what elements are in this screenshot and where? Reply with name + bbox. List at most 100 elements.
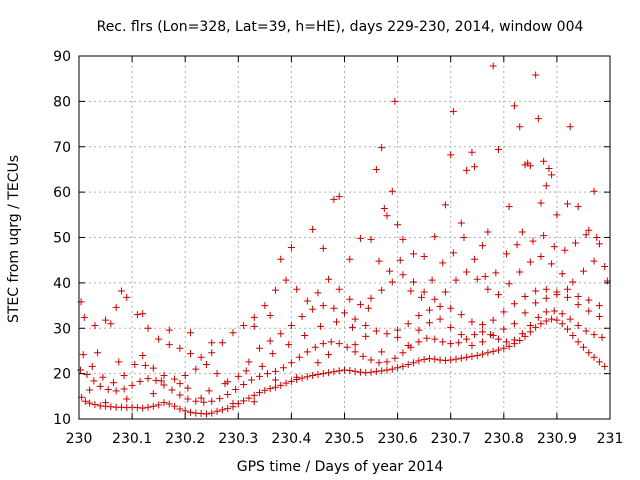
data-point <box>176 380 184 388</box>
data-point <box>264 370 272 378</box>
y-tick-label: 30 <box>53 321 71 337</box>
data-point <box>224 390 232 398</box>
data-point <box>160 381 168 389</box>
data-point <box>534 313 542 321</box>
data-point <box>595 312 603 320</box>
data-point <box>505 203 513 211</box>
data-point <box>481 273 489 281</box>
data-point <box>202 361 210 369</box>
data-point <box>532 287 540 295</box>
data-point <box>325 275 333 283</box>
x-axis-ticks: 230 230.1 230.2 230.3 230.4 230.5 230.6 230.7 23… <box>66 56 623 447</box>
data-point <box>471 163 479 171</box>
data-point <box>473 275 481 283</box>
data-point <box>303 297 311 305</box>
data-point <box>386 267 394 275</box>
data-point <box>548 171 556 179</box>
data-point <box>431 355 439 363</box>
data-point <box>303 348 311 356</box>
data-point <box>343 343 351 351</box>
data-point <box>571 239 579 247</box>
data-point <box>171 402 179 410</box>
data-point <box>184 395 192 403</box>
x-tick-label: 230.7 <box>431 431 471 447</box>
data-point <box>420 356 428 364</box>
data-point <box>86 386 94 394</box>
data-point <box>510 320 518 328</box>
data-point <box>319 244 327 252</box>
data-point <box>245 394 253 402</box>
data-point <box>213 407 221 415</box>
data-point <box>484 228 492 236</box>
data-point <box>309 305 317 313</box>
data-point <box>457 331 465 339</box>
data-point <box>579 343 587 351</box>
data-point <box>303 373 311 381</box>
data-point <box>553 291 561 299</box>
data-point <box>404 320 412 328</box>
data-point <box>494 145 502 153</box>
data-point <box>399 362 407 370</box>
data-point <box>471 255 479 263</box>
data-point <box>558 320 566 328</box>
data-point <box>378 348 386 356</box>
data-point <box>248 376 256 384</box>
data-point <box>566 123 574 131</box>
data-point <box>375 257 383 265</box>
data-point <box>558 310 566 318</box>
data-point <box>399 349 407 357</box>
data-point <box>394 221 402 229</box>
data-point <box>99 373 107 381</box>
data-point <box>479 328 487 336</box>
x-tick-label: 230.9 <box>537 431 577 447</box>
data-point <box>81 397 89 405</box>
data-point <box>301 332 309 340</box>
data-point <box>569 332 577 340</box>
data-point <box>348 323 356 331</box>
data-point <box>256 372 264 380</box>
data-point <box>423 334 431 342</box>
data-point <box>532 299 540 307</box>
data-point <box>144 403 152 411</box>
data-point <box>585 307 593 315</box>
data-point <box>542 317 550 325</box>
data-point <box>394 364 402 372</box>
data-point <box>149 390 157 398</box>
data-point <box>202 410 210 418</box>
data-point <box>309 371 317 379</box>
y-tick-label: 40 <box>53 276 71 292</box>
y-tick-label: 60 <box>53 185 71 201</box>
data-point <box>479 338 487 346</box>
data-point <box>160 399 168 407</box>
data-point <box>513 241 521 249</box>
data-point <box>404 341 412 349</box>
data-point <box>417 293 425 301</box>
data-point <box>77 366 85 374</box>
data-point <box>468 148 476 156</box>
x-axis-label: GPS time / Days of year 2014 <box>237 459 444 475</box>
y-tick-label: 50 <box>53 231 71 247</box>
data-point <box>394 333 402 341</box>
data-point <box>410 278 418 286</box>
grid <box>79 56 610 419</box>
data-point <box>187 329 195 337</box>
data-point <box>378 367 386 375</box>
data-point <box>133 311 141 319</box>
data-point <box>229 400 237 408</box>
data-point <box>271 367 279 375</box>
data-point <box>86 399 94 407</box>
data-point <box>256 344 264 352</box>
data-point <box>489 62 497 70</box>
data-points <box>77 62 611 418</box>
data-point <box>155 335 163 343</box>
data-point <box>213 370 221 378</box>
data-point <box>149 364 157 372</box>
data-point <box>208 409 216 417</box>
data-point <box>502 250 510 258</box>
data-point <box>285 341 293 349</box>
y-tick-label: 20 <box>53 367 71 383</box>
data-point <box>245 358 253 366</box>
data-point <box>410 359 418 367</box>
data-point <box>516 123 524 131</box>
data-point <box>447 340 455 348</box>
